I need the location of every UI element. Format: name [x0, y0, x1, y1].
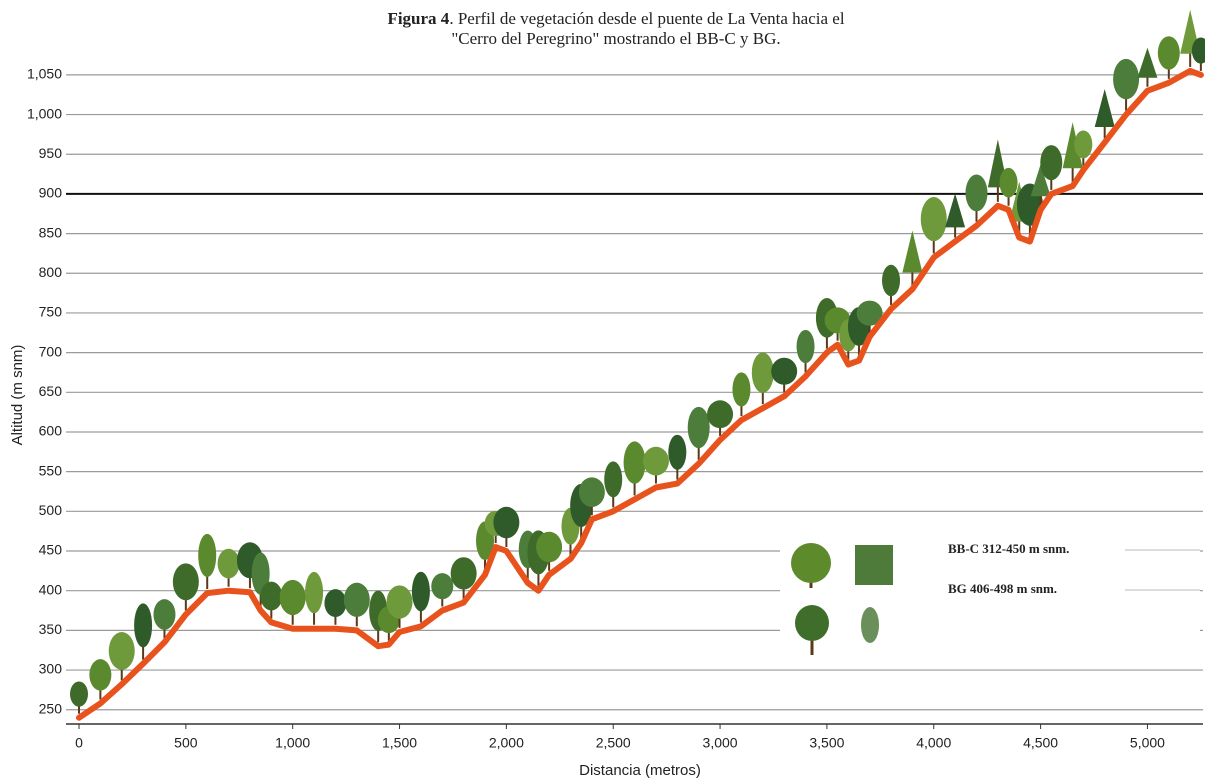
tree-crown: [89, 659, 112, 691]
legend-label: BG 406-498 m snm.: [948, 581, 1057, 596]
tree-crown: [386, 585, 413, 619]
x-tick-label: 4,000: [916, 735, 951, 751]
tree-crown: [668, 434, 687, 470]
tree-crown: [902, 230, 923, 273]
title-line: . Perfil de vegetación desde el puente d…: [449, 9, 845, 28]
tree-crown: [751, 352, 774, 393]
y-tick-label: 450: [39, 542, 63, 558]
tree-crown: [1074, 130, 1093, 159]
x-tick-label: 1,500: [382, 735, 417, 751]
y-tick-label: 350: [39, 621, 63, 637]
tree-crown: [108, 632, 135, 670]
y-tick-label: 1,000: [27, 105, 62, 121]
tree-crown: [172, 563, 199, 601]
x-tick-label: 3,000: [703, 735, 738, 751]
legend-background: [780, 530, 1200, 660]
tree-crown: [153, 599, 176, 630]
tree-crown: [305, 571, 324, 614]
tree-crown: [493, 506, 520, 539]
tree-crown: [920, 197, 947, 242]
y-tick-label: 950: [39, 145, 63, 161]
x-tick-label: 0: [75, 735, 83, 751]
tree-crown: [411, 571, 430, 612]
chart-title: "Cerro del Peregrino" mostrando el BB-C …: [451, 29, 780, 48]
plot: [76, 67, 1204, 721]
chart-title: Figura 4. Perfil de vegetación desde el …: [387, 9, 844, 28]
tree-crown: [1157, 36, 1180, 70]
tree-crown: [70, 681, 88, 707]
tree-crown: [217, 548, 240, 579]
x-axis-title: Distancia (metros): [579, 762, 701, 779]
tree-crown: [771, 357, 798, 385]
tree-crown: [260, 581, 283, 611]
tree-crown: [732, 372, 751, 407]
vegetation: [70, 9, 1205, 714]
tree-crown: [604, 461, 623, 498]
legend-label: BB-C 312-450 m snm.: [948, 541, 1069, 556]
y-tick-label: 850: [39, 224, 63, 240]
tree-crown: [1040, 145, 1063, 181]
tree-crown: [687, 406, 710, 449]
tree-crown: [856, 300, 883, 326]
tree-crown: [536, 531, 563, 563]
x-tick-label: 2,000: [489, 735, 524, 751]
x-tick-label: 3,500: [809, 735, 844, 751]
y-tick-label: 300: [39, 661, 63, 677]
y-tick-label: 400: [39, 581, 63, 597]
y-tick-label: 900: [39, 185, 63, 201]
y-tick-label: 750: [39, 304, 63, 320]
tree-crown: [1113, 58, 1140, 100]
tree-crown: [945, 193, 966, 228]
tree-crown: [1191, 37, 1205, 64]
y-tick-label: 250: [39, 700, 63, 716]
tree-crown: [1030, 164, 1051, 197]
legend: BB-C 312-450 m snm. BG 406-498 m snm.: [780, 530, 1200, 660]
y-tick-label: 1,050: [27, 66, 62, 82]
x-tick-label: 1,000: [275, 735, 310, 751]
tree-crown: [999, 167, 1018, 198]
tree-crown: [134, 603, 153, 648]
tree-crown: [450, 557, 477, 590]
y-axis-title: Altitud (m snm): [9, 345, 26, 446]
x-tick-label: 5,000: [1130, 735, 1165, 751]
tree-crown: [1062, 122, 1083, 169]
tree-crown: [1094, 88, 1115, 127]
tree-crown: [623, 441, 646, 484]
tree-crown: [796, 329, 815, 364]
y-tick-label: 550: [39, 462, 63, 478]
tree-crown: [965, 174, 988, 212]
y-tick-label: 800: [39, 264, 63, 280]
tree-crown: [1137, 47, 1158, 78]
tree-crown: [279, 579, 306, 616]
legend-icon: [791, 543, 893, 655]
x-tick-label: 2,500: [596, 735, 631, 751]
y-tick-label: 700: [39, 343, 63, 359]
tree-crown: [324, 589, 347, 618]
y-tick-label: 500: [39, 502, 63, 518]
y-tick-label: 600: [39, 423, 63, 439]
tree-crown: [578, 477, 605, 508]
tree-crown: [882, 264, 901, 297]
tree-crown: [431, 573, 454, 600]
tree-crown: [642, 446, 669, 476]
tree-crown: [198, 533, 217, 578]
profile-line: [76, 67, 1204, 721]
tree-crown: [343, 582, 370, 617]
title-prefix: Figura 4: [387, 9, 449, 28]
x-tick-label: 500: [174, 735, 198, 751]
y-tick-label: 650: [39, 383, 63, 399]
tree-crown: [707, 400, 734, 429]
x-tick-label: 4,500: [1023, 735, 1058, 751]
